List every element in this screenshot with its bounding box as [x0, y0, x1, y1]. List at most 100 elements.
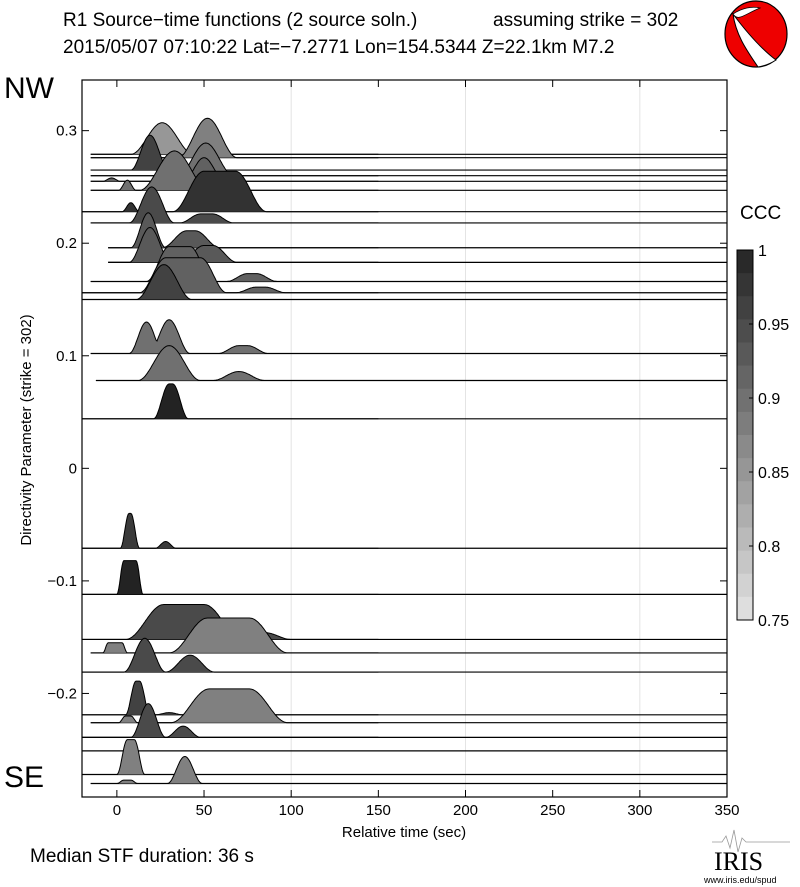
colorbar-swatch [737, 573, 753, 598]
colorbar-tick-label: 1 [758, 243, 767, 260]
x-tick-label: 0 [113, 802, 121, 819]
iris-url: www.iris.edu/spud [703, 875, 777, 885]
colorbar-swatch [737, 319, 753, 343]
colorbar-swatch [737, 388, 753, 413]
stf-fill [82, 681, 379, 715]
colorbar-tick-label: 0.9 [758, 391, 780, 408]
stf-fill [108, 212, 379, 248]
stf-fill [82, 264, 379, 300]
stf-fill [108, 227, 379, 263]
colorbar-swatch [737, 435, 753, 459]
stf-fill [82, 257, 379, 293]
stf-outline [90, 134, 379, 171]
stf-fill [82, 604, 379, 640]
focal-mechanism-beachball-icon [724, 0, 788, 68]
colorbar-tick-label: 0.75 [758, 613, 789, 630]
colorbar-swatch [737, 250, 753, 274]
x-tick-label: 250 [540, 802, 565, 819]
stf-outline [82, 264, 379, 300]
stf-outline [82, 383, 379, 420]
chart-title: R1 Source−time functions (2 source soln.… [63, 10, 417, 31]
colorbar-swatch [737, 596, 753, 621]
x-tick-label: 200 [453, 802, 478, 819]
y-tick-label: 0.1 [56, 348, 77, 365]
colorbar-swatch [737, 481, 753, 505]
stf-outline [82, 170, 379, 213]
stf-fill [82, 703, 379, 738]
stf-trace [82, 604, 727, 641]
stf-outline [82, 703, 379, 738]
stf-trace [82, 703, 727, 738]
stf-outline [90, 117, 379, 159]
nw-label: NW [4, 72, 55, 105]
stf-trace [90, 755, 727, 785]
stf-outline [90, 319, 379, 354]
y-axis-label: Directivity Parameter (strike = 302) [18, 314, 35, 545]
colorbar-tick-label: 0.85 [758, 465, 789, 482]
stf-outline [90, 186, 379, 224]
x-tick-label: 300 [627, 802, 652, 819]
colorbar-title: CCC [740, 203, 781, 224]
stf-fill [90, 135, 379, 171]
stf-fill [90, 150, 379, 191]
colorbar-swatch [737, 342, 753, 367]
colorbar-frame [736, 249, 754, 621]
stf-fill [82, 638, 379, 673]
stf-fill [82, 560, 379, 595]
colorbar-swatch [737, 365, 753, 390]
stf-outline [82, 739, 379, 775]
stf-fill [82, 171, 379, 212]
stf-trace [90, 122, 727, 155]
stf-trace [82, 560, 727, 595]
stf-outline [108, 212, 379, 249]
y-tick-label: −0.1 [47, 573, 77, 590]
stf-fill [90, 122, 379, 155]
colorbar-tick-label: 0.95 [758, 317, 789, 334]
stf-trace [82, 512, 727, 549]
stf-outline [82, 560, 379, 595]
colorbar-swatch [737, 504, 753, 528]
colorbar-swatch [737, 527, 753, 552]
svg-text:IRIS: IRIS [714, 847, 763, 876]
x-tick-label: 150 [366, 802, 391, 819]
colorbar-swatch [737, 458, 753, 482]
stf-outline [90, 122, 379, 155]
stf-fill [90, 688, 379, 723]
plot-frame [81, 79, 728, 798]
stf-fill [90, 118, 379, 158]
stf-trace [82, 383, 727, 420]
stf-trace [82, 264, 727, 301]
stf-trace [90, 117, 727, 159]
stf-outline [82, 512, 379, 549]
stf-outline [90, 246, 379, 282]
stf-outline [82, 637, 379, 673]
stf-fill [90, 186, 379, 223]
stf-outline [108, 226, 379, 263]
colorbar-tick-label: 0.8 [758, 539, 780, 556]
chart-event-info: 2015/05/07 07:10:22 Lat=−7.2771 Lon=154.… [63, 37, 614, 58]
y-tick-label: 0.2 [56, 235, 77, 252]
colorbar-swatch [737, 296, 753, 320]
stf-fill [95, 345, 379, 381]
stf-fill [90, 618, 379, 653]
stf-fill [90, 246, 379, 282]
stf-trace [90, 319, 727, 355]
x-tick-label: 100 [279, 802, 304, 819]
colorbar-swatch [737, 411, 753, 436]
chart-strike-note: assuming strike = 302 [493, 10, 678, 31]
y-tick-label: −0.2 [47, 685, 77, 702]
colorbar-swatch [737, 273, 753, 297]
x-axis-label: Relative time (sec) [342, 824, 466, 841]
y-tick-label: 0 [69, 460, 77, 477]
x-tick-label: 350 [714, 802, 739, 819]
stf-outline [95, 345, 379, 381]
stf-trace [82, 637, 727, 673]
stf-trace [82, 170, 727, 213]
se-label: SE [4, 761, 44, 794]
stf-trace [108, 226, 727, 263]
stf-outline [90, 755, 379, 784]
stf-trace [90, 186, 727, 224]
stf-trace [95, 345, 727, 382]
stf-trace [82, 680, 727, 716]
